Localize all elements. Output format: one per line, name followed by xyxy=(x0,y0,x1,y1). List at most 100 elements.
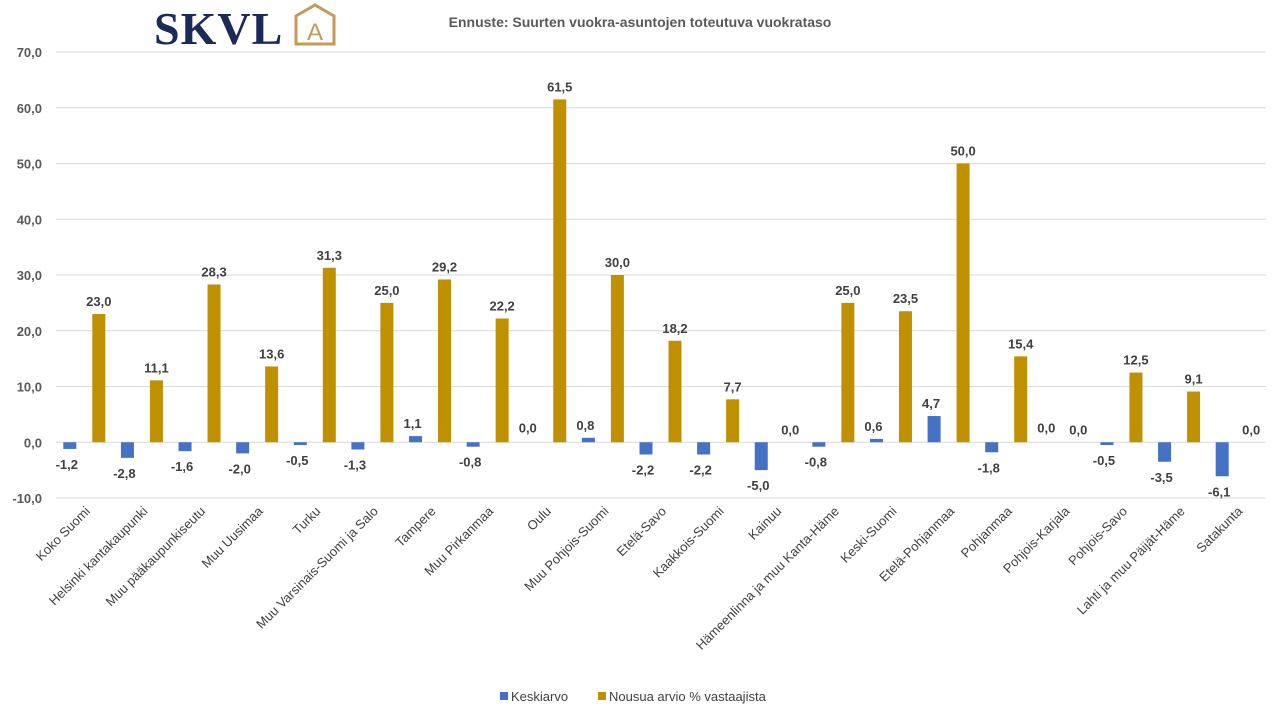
data-label: 31,3 xyxy=(317,248,342,263)
x-tick-label: Pohjois-Savo xyxy=(1065,504,1130,569)
data-label: -0,5 xyxy=(1093,453,1115,468)
data-label: -5,0 xyxy=(747,478,769,493)
data-label: 0,8 xyxy=(576,418,594,433)
chart-title: Ennuste: Suurten vuokra-asuntojen toteut… xyxy=(449,14,832,30)
x-tick-label: Satakunta xyxy=(1193,503,1246,556)
data-label: 4,7 xyxy=(922,396,940,411)
bar-nousua xyxy=(149,380,163,443)
data-label: -1,6 xyxy=(171,459,193,474)
y-axis-ticks: -10,0 0,0 10,0 20,0 30,0 40,0 50,0 60,0 70,0 xyxy=(12,45,42,506)
bar-nousua xyxy=(1187,391,1201,443)
data-label: 0,0 xyxy=(1242,422,1260,437)
data-label: 0,0 xyxy=(519,420,537,435)
data-label: -3,5 xyxy=(1150,470,1172,485)
y-tick-label: 70,0 xyxy=(17,45,42,60)
y-tick-label: 40,0 xyxy=(17,212,42,227)
bar-keskiarvo xyxy=(754,442,768,471)
bar-nousua xyxy=(553,99,567,443)
bar-keskiarvo xyxy=(1215,442,1229,477)
bar-keskiarvo xyxy=(1100,442,1114,446)
bar-keskiarvo xyxy=(293,442,307,446)
legend-swatch xyxy=(500,692,508,700)
bar-nousua xyxy=(610,275,624,443)
y-tick-label: 20,0 xyxy=(17,324,42,339)
bar-keskiarvo xyxy=(1158,442,1172,462)
data-label: 7,7 xyxy=(724,379,742,394)
legend-label: Nousua arvio % vastaajista xyxy=(609,689,767,704)
data-label: 9,1 xyxy=(1185,372,1203,387)
bar-keskiarvo xyxy=(639,442,653,455)
x-tick-label: Kainuu xyxy=(745,504,784,543)
data-label: -2,8 xyxy=(113,466,135,481)
x-tick-label: Muu Uusimaa xyxy=(198,503,266,571)
data-label: -0,8 xyxy=(459,455,481,470)
data-label: 18,2 xyxy=(662,321,687,336)
data-label: 25,0 xyxy=(374,283,399,298)
data-label: 13,6 xyxy=(259,346,284,361)
data-label: 0,0 xyxy=(1069,422,1087,437)
y-tick-label: -10,0 xyxy=(12,491,42,506)
bar-keskiarvo xyxy=(63,442,77,449)
legend: Keskiarvo Nousua arvio % vastaajista xyxy=(500,689,767,704)
x-tick-label: Muu Varsinais-Suomi ja Salo xyxy=(253,504,381,632)
x-tick-label: Koko Suomi xyxy=(33,503,93,563)
legend-label: Keskiarvo xyxy=(511,689,568,704)
data-label: 30,0 xyxy=(605,255,630,270)
data-label: 0,0 xyxy=(781,422,799,437)
data-label: -0,8 xyxy=(805,455,827,470)
bar-keskiarvo xyxy=(120,442,134,458)
data-label: 12,5 xyxy=(1123,353,1148,368)
bar-keskiarvo xyxy=(581,437,595,443)
bar-nousua xyxy=(265,366,279,443)
logo-house-icon: A xyxy=(294,3,336,46)
data-label: 61,5 xyxy=(547,79,572,94)
data-label: -2,0 xyxy=(228,461,250,476)
data-label: 11,1 xyxy=(144,360,169,375)
legend-swatch xyxy=(598,692,606,700)
data-label: 25,0 xyxy=(835,283,860,298)
bar-keskiarvo xyxy=(869,438,883,443)
data-label: -0,5 xyxy=(286,453,308,468)
bar-keskiarvo xyxy=(812,442,826,447)
data-label: 28,3 xyxy=(201,264,226,279)
data-label: -1,3 xyxy=(344,457,366,472)
bar-nousua xyxy=(1129,372,1143,443)
bar-keskiarvo xyxy=(409,436,423,443)
data-label: 0,0 xyxy=(1037,420,1055,435)
x-tick-label: Turku xyxy=(290,504,324,538)
data-label: 0,6 xyxy=(864,419,882,434)
x-tick-label: Keski-Suomi xyxy=(837,503,899,565)
bar-nousua xyxy=(726,399,740,443)
data-label: 22,2 xyxy=(489,298,514,313)
bar-nousua xyxy=(668,340,682,443)
bar-keskiarvo xyxy=(466,442,480,447)
data-label: -1,2 xyxy=(56,457,78,472)
x-tick-label: Oulu xyxy=(524,504,554,534)
bar-nousua xyxy=(956,163,970,443)
x-tick-label: Etelä-Savo xyxy=(614,504,670,560)
bar-nousua xyxy=(495,318,509,443)
data-label: 15,4 xyxy=(1008,336,1034,351)
data-label: 29,2 xyxy=(432,259,457,274)
data-label: -6,1 xyxy=(1208,484,1230,499)
logo-mark: A xyxy=(307,19,323,46)
x-tick-label: Lahti ja muu Päijät-Häme xyxy=(1074,504,1188,618)
bar-nousua xyxy=(322,267,336,443)
bar-keskiarvo xyxy=(927,416,941,443)
bar-nousua xyxy=(207,284,221,443)
bar-keskiarvo xyxy=(697,442,711,455)
x-tick-label: Tampere xyxy=(392,504,438,550)
logo-text: SKVL xyxy=(154,3,283,54)
data-label: -1,8 xyxy=(978,460,1000,475)
data-label: -2,2 xyxy=(632,463,654,478)
y-tick-label: 10,0 xyxy=(17,380,42,395)
x-tick-label: Helsinki kantakaupunki xyxy=(46,503,151,608)
data-label: 23,0 xyxy=(86,294,111,309)
y-tick-label: 60,0 xyxy=(17,101,42,116)
data-label: -2,2 xyxy=(689,463,711,478)
skvl-logo: SKVL A xyxy=(154,3,336,54)
bar-nousua xyxy=(898,311,912,443)
y-tick-label: 30,0 xyxy=(17,268,42,283)
